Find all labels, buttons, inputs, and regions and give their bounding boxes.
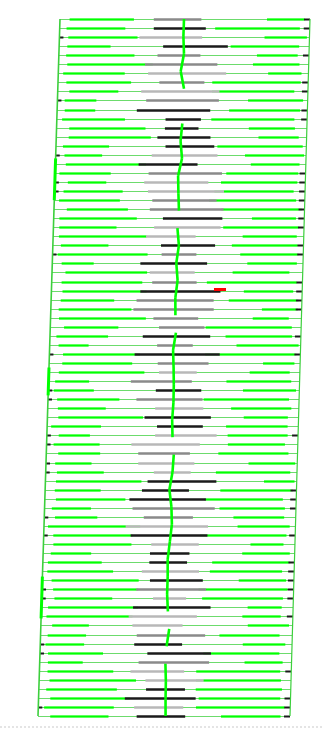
spine-segment xyxy=(179,71,186,89)
left-edge-accent xyxy=(52,158,58,201)
left-edge-accent xyxy=(46,367,51,396)
spine-segment xyxy=(182,36,186,54)
spine-segment xyxy=(177,193,181,211)
spine-segment xyxy=(170,402,175,420)
spine-segment xyxy=(174,280,179,298)
spine-segment xyxy=(182,18,186,37)
spine-segment xyxy=(171,350,175,368)
spine-segment xyxy=(168,524,174,542)
center-spine-group xyxy=(164,18,186,717)
spine-segment xyxy=(171,332,178,351)
spine-segment xyxy=(168,471,174,490)
spine-segment xyxy=(166,541,172,560)
horizontal-lines-group xyxy=(38,18,310,718)
spine-segment xyxy=(168,489,173,508)
spine-segment xyxy=(175,245,181,264)
left-edge-accent xyxy=(39,576,44,619)
spine-segment xyxy=(179,53,186,72)
spine-segment xyxy=(179,140,184,159)
spine-segment xyxy=(175,262,179,281)
spine-segment xyxy=(165,576,169,595)
spine-segment xyxy=(165,628,171,647)
edge-lines-group xyxy=(37,18,311,717)
spine-segment xyxy=(179,123,184,142)
spine-segment xyxy=(171,454,176,473)
spine-segment xyxy=(176,158,184,177)
spine-segment xyxy=(176,227,181,246)
spine-segment xyxy=(165,593,170,612)
right-edge-line xyxy=(289,18,311,717)
